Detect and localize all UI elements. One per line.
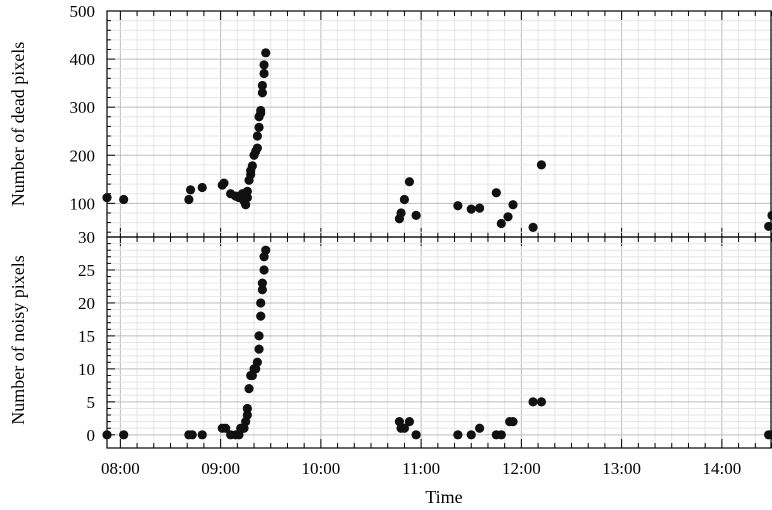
noisy-y-tick-label: 0: [87, 426, 96, 445]
noisy-plot-frame: [106, 236, 772, 449]
noisy-data-point: [102, 430, 112, 440]
dead-data-point: [508, 200, 518, 210]
dead-data-point: [256, 105, 266, 116]
noisy-pixels-panel: 25 20 15 10 5 0 08:00 09:00 10:00 11:00 12:00 13:00…: [78, 236, 772, 478]
noisy-data-point: [221, 423, 231, 433]
noisy-y-tick-label: 15: [78, 327, 95, 346]
dead-data-point: [254, 122, 264, 132]
dead-data-point: [261, 48, 271, 58]
dead-data-point: [396, 208, 406, 218]
noisy-data-point: [242, 403, 252, 414]
noisy-y-tick-label: 25: [78, 261, 95, 280]
noisy-y-tick-label: 20: [78, 294, 95, 313]
dead-data-point: [242, 186, 252, 196]
dead-data-point: [102, 192, 112, 203]
x-tick-label: 13:00: [602, 459, 641, 478]
dead-data-point: [536, 160, 547, 170]
noisy-data-point: [197, 430, 207, 440]
x-tick-label: 10:00: [302, 459, 341, 478]
noisy-data-point: [411, 430, 421, 440]
noisy-data-point: [767, 430, 772, 440]
noisy-data-point: [475, 423, 485, 433]
noisy-data-point: [404, 417, 415, 427]
dead-data-point: [503, 212, 513, 222]
dead-data-point: [491, 188, 501, 198]
dead-data-point: [241, 200, 251, 210]
dead-data-point: [404, 177, 415, 187]
dead-pixels-panel: 500 400 300 200 100 30: [70, 2, 772, 247]
y-axis-label-noisy: Number of noisy pixels: [8, 255, 28, 424]
dead-data-point: [411, 210, 421, 220]
y-axis-label-dead: Number of dead pixels: [8, 42, 28, 206]
dead-data-point: [259, 68, 269, 79]
noisy-data-point: [496, 430, 506, 440]
dead-data-point: [184, 194, 194, 205]
dead-y-tick-label: 100: [70, 194, 96, 213]
noisy-data-point: [257, 278, 267, 288]
x-tick-label: 09:00: [201, 459, 240, 478]
noisy-data-point: [119, 430, 129, 440]
dead-data-point: [496, 218, 506, 229]
dead-data-point: [767, 210, 772, 220]
dead-data-point: [257, 88, 267, 98]
noisy-data-point: [254, 344, 264, 354]
dead-data-point: [399, 194, 410, 205]
dead-data-point: [528, 222, 538, 232]
dead-y-tick-label: 30: [78, 228, 95, 247]
noisy-data-point: [256, 298, 266, 308]
noisy-data-point: [242, 410, 252, 420]
x-tick-label: 11:00: [402, 459, 440, 478]
noisy-y-tick-label: 5: [87, 393, 96, 412]
dead-data-point: [259, 60, 269, 70]
noisy-y-tick-label: 10: [78, 360, 95, 379]
dead-data-point: [185, 185, 196, 195]
dead-y-tick-label: 400: [70, 50, 96, 69]
noisy-data-point: [256, 311, 266, 321]
dead-y-tick-label: 200: [70, 146, 96, 165]
dead-data-point: [764, 221, 772, 232]
noisy-data-point: [187, 430, 197, 440]
dead-data-point: [252, 131, 262, 141]
dead-data-point: [453, 201, 463, 211]
dead-y-tick-label: 300: [70, 98, 96, 117]
noisy-data-point: [259, 265, 269, 275]
dead-data-point: [466, 204, 476, 214]
dead-y-tick-label: 500: [70, 2, 96, 21]
dead-data-point: [219, 178, 229, 188]
noisy-data-point: [528, 397, 538, 407]
noisy-data-point: [254, 331, 264, 341]
noisy-data-point: [261, 245, 271, 255]
x-tick-label: 12:00: [502, 459, 541, 478]
noisy-data-point: [536, 397, 547, 407]
noisy-data-point: [466, 430, 476, 440]
noisy-data-point: [252, 357, 262, 367]
dead-data-point: [252, 143, 262, 153]
dead-data-point: [475, 203, 485, 213]
x-axis-label: Time: [425, 487, 462, 507]
noisy-data-point: [257, 285, 267, 295]
dead-data-point: [247, 161, 257, 171]
dead-data-point: [197, 182, 207, 193]
noisy-data-point: [244, 384, 254, 394]
x-tick-label: 14:00: [703, 459, 742, 478]
noisy-data-point: [453, 430, 463, 440]
noisy-data-point: [399, 423, 410, 433]
x-tick-label: 08:00: [101, 459, 140, 478]
noisy-data-point: [508, 417, 518, 427]
dead-data-point: [119, 194, 129, 205]
dead-data-point: [257, 80, 267, 91]
